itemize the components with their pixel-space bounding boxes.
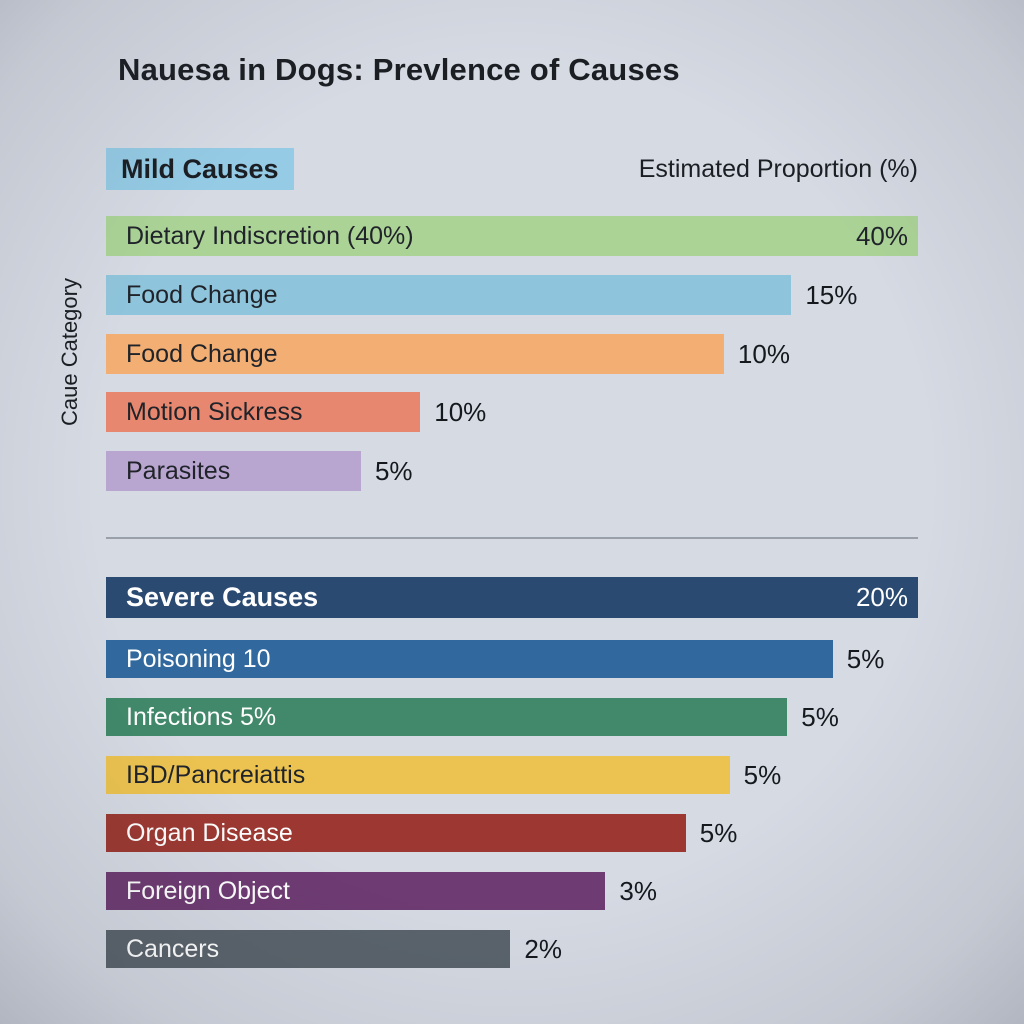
bar-foreign-object: Foreign Object	[106, 872, 606, 910]
bar-value-label: 5%	[846, 643, 885, 674]
bar-label: Parasites	[126, 456, 231, 485]
bar-row-ibd-pancreatitis: IBD/Pancreiattis 5%	[106, 756, 918, 794]
bar-row-dietary-indiscretion: Dietary Indiscretion (40%) 40%	[106, 216, 918, 256]
bar-label: Food Change	[126, 339, 278, 368]
bar-row-food-change-1: Food Change 15%	[106, 275, 918, 315]
bar-value-label: 20%	[855, 582, 908, 612]
bar-poisoning: Poisoning 10	[106, 640, 833, 678]
bar-row-parasites: Parasites 5%	[106, 451, 918, 491]
bar-row-infections: Infections 5% 5%	[106, 698, 918, 736]
section-header-label: Severe Causes	[126, 582, 319, 612]
bar-value-label: 3%	[619, 875, 657, 906]
bar-ibd-pancreatitis: IBD/Pancreiattis	[106, 756, 730, 794]
bar-parasites: Parasites	[106, 451, 361, 491]
x-axis-title: Estimated Proportion (%)	[638, 154, 918, 183]
bar-row-poisoning: Poisoning 10 5%	[106, 640, 918, 678]
bar-value-label: 5%	[699, 817, 738, 848]
bar-organ-disease: Organ Disease	[106, 814, 686, 852]
column-header-row: Mild Causes Estimated Proportion (%)	[106, 148, 918, 190]
severe-causes-header-row: Severe Causes 20%	[106, 577, 918, 618]
bar-label: Cancers	[126, 934, 220, 963]
bar-food-change-2: Food Change	[106, 334, 724, 374]
bar-value-label: 5%	[743, 759, 782, 790]
bar-motion-sickness: Motion Sickress	[106, 392, 421, 432]
bar-value-label: 5%	[374, 455, 413, 486]
bar-row-cancers: Cancers 2%	[106, 930, 918, 968]
bar-value-label: 40%	[855, 220, 908, 251]
chart-title: Nauesa in Dogs: Prevlence of Causes	[118, 52, 680, 87]
bar-label: Infections 5%	[126, 702, 277, 731]
bar-dietary-indiscretion: Dietary Indiscretion (40%) 40%	[106, 216, 918, 256]
bar-label: IBD/Pancreiattis	[126, 760, 306, 789]
y-axis-title: Caue Category	[57, 278, 82, 426]
bar-label: Organ Disease	[126, 818, 293, 847]
bar-label: Foreign Object	[126, 876, 290, 905]
bar-row-foreign-object: Foreign Object 3%	[106, 872, 918, 910]
bar-label: Dietary Indiscretion (40%)	[126, 221, 414, 250]
bar-value-label: 10%	[434, 396, 487, 427]
bar-label: Food Change	[126, 280, 278, 309]
bar-row-food-change-2: Food Change 10%	[106, 334, 918, 374]
bar-value-label: 15%	[805, 279, 858, 310]
bar-food-change-1: Food Change	[106, 275, 792, 315]
section-divider	[106, 537, 918, 539]
mild-causes-section-header: Mild Causes	[106, 148, 294, 190]
bar-infections: Infections 5%	[106, 698, 788, 736]
bar-row-organ-disease: Organ Disease 5%	[106, 814, 918, 852]
bar-label: Motion Sickress	[126, 397, 303, 426]
bar-value-label: 5%	[801, 701, 839, 732]
bar-value-label: 10%	[737, 338, 790, 369]
bar-row-motion-sickness: Motion Sickress 10%	[106, 392, 918, 432]
bar-cancers: Cancers	[106, 930, 511, 968]
bar-label: Poisoning 10	[126, 644, 271, 673]
bar-value-label: 2%	[524, 933, 562, 964]
severe-causes-section-header: Severe Causes 20%	[106, 577, 918, 618]
